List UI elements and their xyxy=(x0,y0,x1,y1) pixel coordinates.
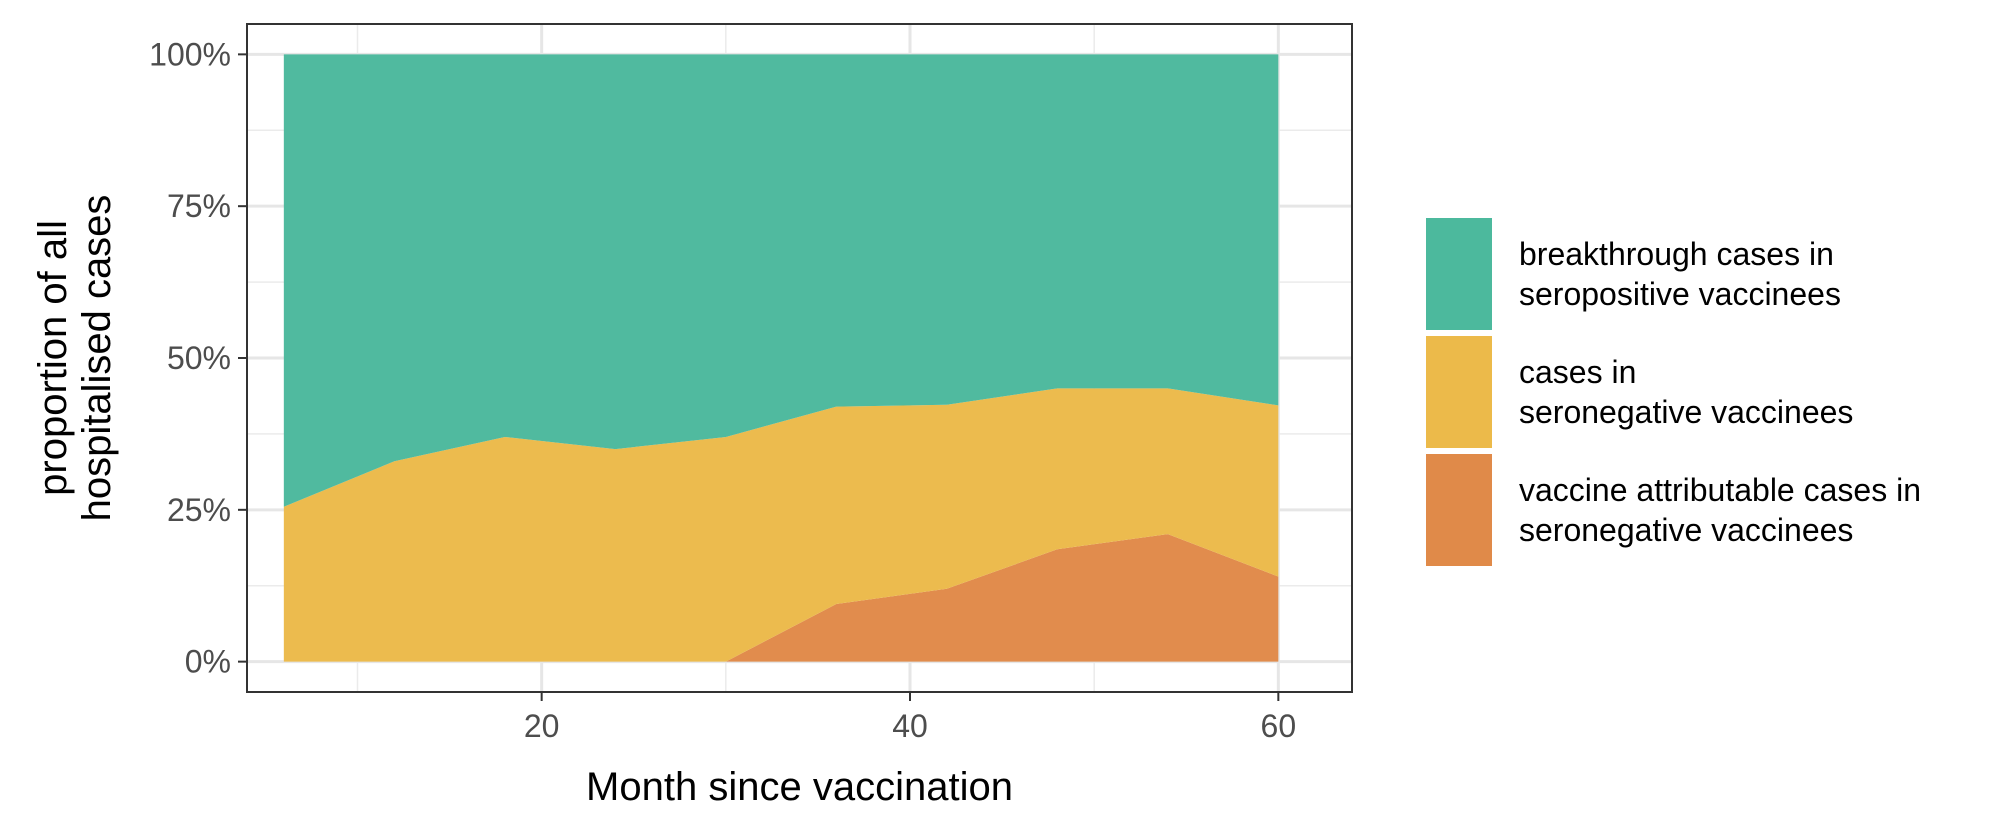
legend-key-1 xyxy=(1426,336,1492,448)
legend-label-2: breakthrough cases in seropositive vaccin… xyxy=(1519,236,1841,312)
area-series-1 xyxy=(283,388,1279,662)
legend-label-0: vaccine attributable cases in seronegativ… xyxy=(1519,472,1921,548)
x-axis-title: Month since vaccination xyxy=(586,765,1013,809)
x-tick-label: 40 xyxy=(892,708,928,744)
y-axis-title: proportion of allhospitalised cases xyxy=(31,195,119,522)
legend-label-1: cases in seronegative vaccinees xyxy=(1519,354,1853,430)
legend-key-2 xyxy=(1426,218,1492,330)
y-tick-label: 25% xyxy=(167,492,231,528)
y-axis-title-line: hospitalised cases xyxy=(75,195,119,522)
y-tick-label: 0% xyxy=(185,644,231,680)
y-tick-label: 75% xyxy=(167,188,231,224)
legend-label-line: seronegative vaccinees xyxy=(1519,512,1853,548)
y-tick-label: 100% xyxy=(149,36,231,72)
y-axis-title-line: proportion of all xyxy=(31,220,75,496)
area-series-0 xyxy=(283,534,1279,662)
y-tick-label: 50% xyxy=(167,340,231,376)
x-tick-label: 20 xyxy=(524,708,560,744)
legend-label-line: seropositive vaccinees xyxy=(1519,276,1841,312)
area-series-2 xyxy=(283,54,1279,507)
legend-label-line: cases in xyxy=(1519,354,1636,390)
legend-label-line: vaccine attributable cases in xyxy=(1519,472,1921,508)
area-series xyxy=(283,54,1279,662)
legend-key-0 xyxy=(1426,454,1492,566)
legend-label-line: breakthrough cases in xyxy=(1519,236,1834,272)
legend-label-line: seronegative vaccinees xyxy=(1519,394,1853,430)
axes: 0% 25% 50% 75% 100% 20 40 60 Month since vaccina… xyxy=(31,36,1296,809)
x-tick-label: 60 xyxy=(1261,708,1297,744)
legend: breakthrough cases in seropositive vaccin… xyxy=(1426,218,1921,566)
